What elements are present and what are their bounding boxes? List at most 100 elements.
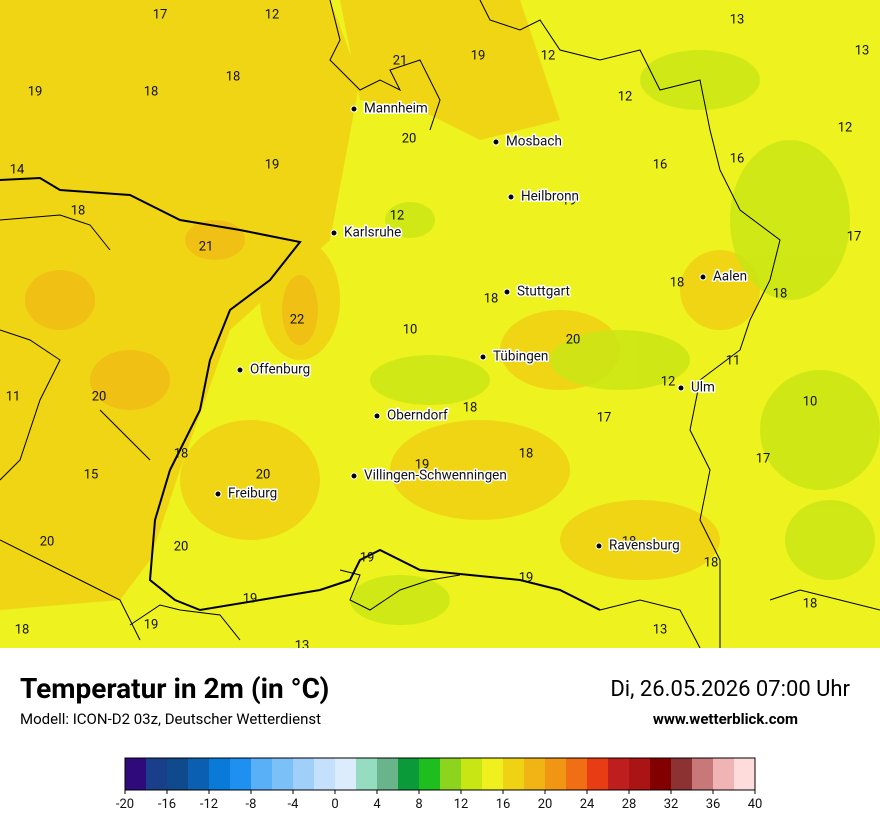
- temperature-label: 18: [463, 400, 478, 415]
- city-name: Mosbach: [506, 134, 562, 150]
- temperature-label: 18: [15, 622, 30, 637]
- colorbar-tick-label: 16: [496, 797, 511, 812]
- temperature-label: 18: [71, 203, 86, 218]
- city-dot: [479, 353, 487, 361]
- subtitle: Modell: ICON-D2 03z, Deutscher Wetterdie…: [20, 710, 322, 728]
- temperature-label: 19: [28, 84, 43, 99]
- colorbar-tick-label: -4: [288, 797, 300, 812]
- temperature-label: 13: [295, 638, 310, 648]
- colorbar-swatch: [230, 758, 252, 790]
- temperature-label: 19: [415, 457, 430, 472]
- colorbar-swatch: [734, 758, 756, 790]
- temperature-label: 21: [199, 239, 214, 254]
- temperature-label: 10: [803, 394, 818, 409]
- city-dot: [699, 273, 707, 281]
- temperature-label: 11: [6, 389, 21, 404]
- colorbar-tick-label: -20: [116, 797, 134, 812]
- temperature-label: 13: [653, 622, 668, 637]
- temperature-label: 12: [541, 48, 556, 63]
- city-name: Villingen-Schwenningen: [364, 468, 507, 484]
- borders: [0, 0, 880, 648]
- temperature-label: 20: [174, 539, 189, 554]
- temperature-label: 19: [265, 157, 280, 172]
- colorbar-tick-label: -8: [246, 797, 257, 812]
- temperature-label: 12: [390, 208, 405, 223]
- cool-areas: [350, 50, 880, 625]
- city-dot: [236, 366, 244, 374]
- title: Temperatur in 2m (in °C): [20, 672, 330, 705]
- temperature-label: 17: [597, 410, 612, 425]
- colorbar-tick-label: -12: [200, 797, 218, 812]
- city-dot: [507, 193, 515, 201]
- temperature-label: 19: [562, 193, 577, 208]
- colorbar-swatch: [608, 758, 630, 790]
- colorbar-swatch: [377, 758, 399, 790]
- temperature-label: 19: [519, 570, 534, 585]
- city-dot: [350, 105, 358, 113]
- colorbar-tick-label: 0: [331, 797, 338, 812]
- colorbar-swatch: [188, 758, 210, 790]
- city-name: Offenburg: [250, 362, 310, 378]
- temperature-label: 16: [730, 151, 745, 166]
- city-dot: [503, 288, 511, 296]
- city-name: Ulm: [691, 380, 715, 396]
- temperature-label: 17: [153, 7, 168, 22]
- colorbar-tick-label: 28: [622, 797, 637, 812]
- colorbar-tick-label: 24: [580, 797, 595, 812]
- temperature-label: 13: [730, 12, 745, 27]
- colorbar-tick-label: 4: [373, 797, 381, 812]
- colorbar-tick-label: -16: [158, 797, 176, 812]
- city-dot: [492, 138, 500, 146]
- temperature-label: 18: [622, 534, 637, 549]
- colorbar-swatch: [713, 758, 735, 790]
- temperature-label: 20: [566, 332, 581, 347]
- temperature-label: 10: [403, 322, 418, 337]
- temperature-label: 21: [393, 53, 408, 68]
- colorbar-swatch: [125, 758, 147, 790]
- temperature-label: 18: [704, 555, 719, 570]
- temperature-label: 13: [855, 43, 870, 58]
- colorbar-swatch: [545, 758, 567, 790]
- temperature-label: 19: [360, 550, 375, 565]
- temperature-label: 19: [144, 617, 159, 632]
- temperature-label: 18: [803, 596, 818, 611]
- colorbar-swatch: [650, 758, 672, 790]
- colorbar-swatch: [692, 758, 714, 790]
- colorbar-swatch: [566, 758, 588, 790]
- city-name: Heilbronn: [521, 189, 579, 205]
- city-name: Mannheim: [364, 101, 428, 117]
- city-dot: [677, 384, 685, 392]
- temperature-label: 20: [256, 467, 271, 482]
- temperature-label: 12: [661, 374, 676, 389]
- temperature-label: 20: [40, 534, 55, 549]
- temperature-label: 12: [265, 7, 280, 22]
- temperature-label: 18: [773, 286, 788, 301]
- colorbar-tick-label: 36: [706, 797, 721, 812]
- colorbar-swatch: [146, 758, 168, 790]
- temperature-label: 15: [84, 467, 99, 482]
- temperature-label: 12: [838, 120, 853, 135]
- city-dot: [350, 472, 358, 480]
- colorbar-swatch: [167, 758, 189, 790]
- temperature-label: 17: [847, 229, 862, 244]
- city-name: Aalen: [713, 269, 747, 285]
- colorbar-tick-label: 12: [454, 797, 469, 812]
- colorbar-swatch: [272, 758, 294, 790]
- colorbar-swatch: [251, 758, 273, 790]
- warm-areas: [0, 0, 760, 610]
- temperature-label: 20: [402, 131, 417, 146]
- temperature-label: 12: [618, 89, 633, 104]
- colorbar-swatch: [461, 758, 483, 790]
- temperature-label: 18: [144, 84, 159, 99]
- temperature-label: 18: [519, 446, 534, 461]
- city-name: Oberndorf: [387, 408, 448, 424]
- city-dot: [214, 490, 222, 498]
- colorbar-tick-label: 40: [748, 797, 763, 812]
- colorbar-tick-label: 32: [664, 797, 679, 812]
- city-name: Tübingen: [493, 349, 548, 365]
- date: Di, 26.05.2026 07:00 Uhr: [610, 677, 850, 702]
- colorbar: -20 -16 -12 -8 -4 0 4 8 12 16 20 24 28 32 36 40: [116, 757, 763, 812]
- city-name: Freiburg: [228, 486, 277, 502]
- colorbar-swatch: [482, 758, 504, 790]
